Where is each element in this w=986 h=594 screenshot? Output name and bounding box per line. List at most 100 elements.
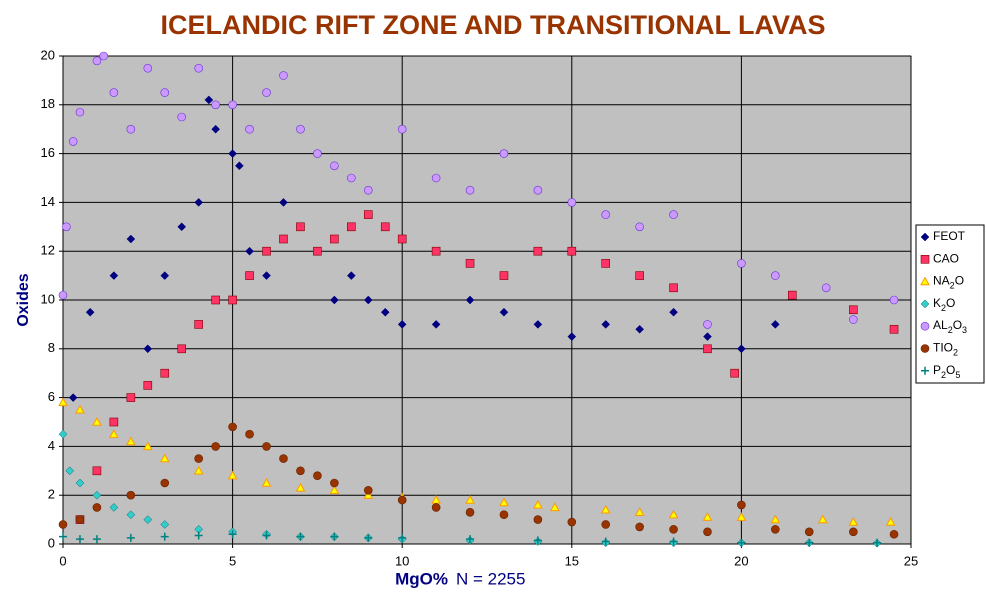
point [499, 271, 509, 280]
legend-label: CAO [933, 251, 959, 265]
point [849, 315, 858, 324]
point [109, 88, 119, 97]
y-axis-title: Oxides [15, 273, 32, 326]
legend-label: P2O5 [933, 363, 960, 380]
point [397, 320, 407, 329]
point [601, 320, 611, 329]
point [143, 515, 153, 524]
point [313, 149, 322, 158]
point [330, 478, 339, 488]
x-tick-label: 0 [59, 553, 66, 568]
point [889, 324, 899, 334]
legend-marker [920, 255, 930, 264]
point [330, 295, 339, 305]
point [159, 453, 170, 463]
point [262, 442, 271, 451]
point [873, 538, 882, 547]
point [889, 295, 899, 305]
point [737, 344, 746, 354]
point [499, 510, 509, 520]
point [397, 124, 407, 134]
point [143, 381, 153, 390]
point [194, 454, 203, 463]
point [533, 536, 542, 545]
point [634, 507, 645, 516]
point [533, 320, 543, 329]
point [465, 295, 475, 305]
point [601, 259, 611, 268]
point [330, 532, 339, 541]
point [296, 222, 305, 232]
point [380, 222, 390, 232]
point [92, 466, 102, 476]
point [262, 246, 271, 256]
point [194, 320, 203, 329]
point [109, 417, 119, 427]
point [567, 246, 577, 256]
point [75, 107, 85, 117]
x-tick-label: 10 [395, 553, 409, 568]
point [126, 124, 136, 134]
point [211, 124, 220, 134]
point [109, 271, 119, 280]
point [62, 222, 71, 232]
point [68, 137, 78, 146]
point [669, 210, 678, 219]
point [465, 495, 475, 504]
point [75, 478, 85, 488]
point [75, 404, 85, 414]
point [821, 283, 831, 293]
y-tick-label: 4 [48, 438, 55, 453]
point [770, 514, 781, 524]
point [143, 344, 153, 354]
point [885, 517, 896, 526]
point [92, 535, 101, 544]
point [296, 532, 305, 541]
point [228, 100, 237, 110]
point [58, 397, 68, 407]
point [635, 522, 644, 532]
point [669, 525, 678, 534]
legend-label: K2O [933, 296, 955, 313]
point [635, 271, 644, 280]
point [65, 466, 75, 476]
y-tick-label: 12 [41, 243, 55, 258]
point [59, 532, 67, 541]
point [601, 210, 611, 219]
point [398, 533, 407, 542]
point [533, 185, 543, 195]
point [126, 510, 136, 520]
point [702, 512, 713, 521]
x-axis-title: MgO% [395, 569, 448, 588]
point [68, 393, 78, 402]
point [330, 161, 339, 171]
point [771, 525, 780, 534]
y-tick-label: 2 [48, 487, 55, 502]
point [228, 530, 237, 539]
legend-marker [920, 344, 930, 353]
y-tick-label: 8 [48, 340, 55, 355]
point [363, 210, 373, 219]
y-tick-label: 18 [41, 96, 55, 111]
point [669, 307, 678, 317]
point [804, 527, 814, 537]
point [262, 271, 271, 280]
point [703, 344, 712, 354]
point [363, 295, 373, 305]
point [849, 305, 858, 315]
point [245, 429, 254, 439]
point [109, 503, 119, 512]
point [228, 149, 237, 158]
point [431, 246, 441, 256]
point [126, 533, 135, 542]
point [601, 520, 611, 529]
x-tick-label: 20 [734, 553, 748, 568]
point [160, 88, 170, 97]
point [703, 320, 712, 329]
point [346, 271, 356, 280]
point [211, 442, 220, 451]
point [737, 259, 746, 268]
legend-label: AL2O3 [933, 318, 967, 335]
point [204, 95, 214, 105]
point [771, 271, 780, 280]
